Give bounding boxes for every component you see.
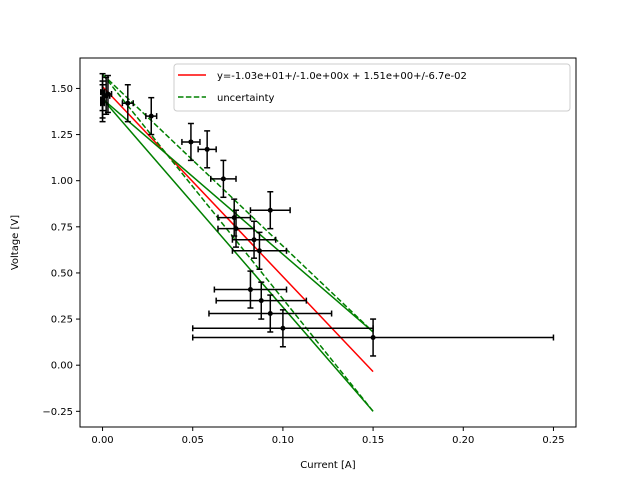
y-tick-label: 1.25	[51, 130, 73, 141]
x-axis-ticks: 0.00 0.05 0.10 0.15 0.20 0.25	[91, 427, 565, 446]
data-point	[121, 84, 134, 123]
data-point	[213, 270, 288, 309]
x-tick-label: 0.15	[362, 435, 384, 446]
legend-fit-label: y=-1.03e+01+/-1.0e+00x + 1.51e+00+/-6.7e…	[217, 71, 467, 82]
data-point	[145, 96, 158, 136]
data-marker	[125, 100, 131, 106]
data-marker	[105, 91, 111, 97]
data-marker	[280, 325, 286, 331]
data-marker	[370, 335, 376, 341]
data-marker	[258, 298, 264, 304]
uncertainty-line-dashed	[101, 73, 374, 412]
y-axis-label: Voltage [V]	[10, 215, 21, 270]
y-tick-label: 1.50	[51, 84, 73, 95]
x-tick-label: 0.20	[452, 435, 474, 446]
data-marker	[247, 287, 253, 293]
uncertainty-line-solid	[101, 98, 374, 412]
data-marker	[267, 311, 273, 317]
data-marker	[251, 237, 257, 243]
uncertainty-line-dashed	[102, 73, 374, 333]
y-tick-label: −0.25	[42, 407, 73, 418]
legend-box	[173, 63, 571, 112]
y-tick-label: 0.50	[51, 268, 73, 279]
plot-area	[79, 57, 577, 428]
data-marker	[220, 176, 226, 182]
data-point	[210, 159, 237, 199]
x-axis-label: Current [A]	[300, 460, 355, 471]
y-tick-label: 1.00	[51, 176, 73, 187]
x-tick-label: 0.05	[182, 435, 204, 446]
x-tick-label: 0.10	[272, 435, 294, 446]
data-point	[191, 318, 555, 357]
data-point	[215, 281, 308, 320]
fit-lines	[101, 73, 374, 412]
data-point	[231, 220, 277, 259]
data-points	[99, 72, 555, 357]
data-point	[181, 122, 201, 162]
data-point	[197, 130, 217, 169]
data-point	[103, 74, 113, 114]
data-marker	[204, 146, 210, 152]
data-marker	[256, 248, 262, 254]
data-marker	[100, 100, 106, 106]
x-tick-label: 0.25	[542, 435, 564, 446]
data-marker	[233, 226, 239, 232]
data-point	[99, 84, 106, 123]
data-point	[231, 231, 288, 271]
data-point	[208, 294, 333, 333]
y-tick-label: 0.00	[51, 361, 73, 372]
legend-uncertainty-label: uncertainty	[217, 93, 275, 104]
x-tick-label: 0.00	[91, 435, 113, 446]
data-marker	[188, 139, 194, 145]
axes-frame	[79, 57, 577, 428]
y-axis-ticks: −0.25 0.00 0.25 0.50 0.75 1.00 1.25 1.50	[42, 84, 80, 418]
data-marker	[267, 207, 273, 213]
uncertainty-line-solid	[102, 98, 374, 333]
data-marker	[148, 113, 154, 119]
legend: y=-1.03e+01+/-1.0e+00x + 1.51e+00+/-6.7e…	[173, 63, 571, 112]
y-tick-label: 0.25	[51, 315, 73, 326]
y-tick-label: 0.75	[51, 222, 73, 233]
data-point	[249, 191, 291, 230]
